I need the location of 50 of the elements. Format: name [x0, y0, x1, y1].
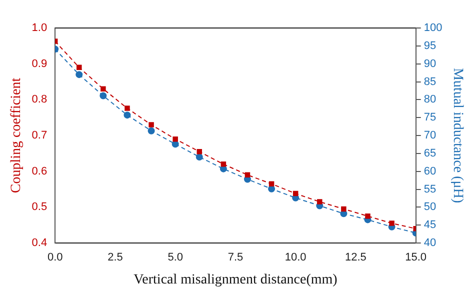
point [76, 64, 82, 70]
x-tick-label: 5.0 [168, 252, 183, 264]
y2-tick-label: 55 [424, 183, 436, 196]
point [100, 92, 107, 100]
x-tick-label: 15.0 [405, 252, 427, 264]
y-tick-label: 0.6 [32, 165, 48, 178]
x-tick-label: 0.0 [47, 252, 63, 264]
y2-tick-label: 50 [424, 201, 436, 214]
point [124, 106, 130, 111]
point [124, 112, 131, 119]
point [268, 181, 274, 186]
y-tick-label: 0.9 [32, 58, 48, 70]
y2-tick-label: 85 [424, 76, 436, 88]
point [317, 199, 322, 204]
point [196, 149, 202, 154]
x-tick-label: 2.5 [108, 252, 123, 264]
y2-tick-label: 75 [424, 112, 436, 124]
x-tick-label: 10.0 [284, 252, 306, 264]
y2-tick-label: 70 [424, 130, 436, 142]
y-tick-label: 0.5 [32, 201, 48, 214]
x-tick-label: 7.5 [228, 252, 244, 264]
point [220, 162, 226, 167]
point [100, 86, 106, 92]
point [196, 154, 203, 160]
point [172, 136, 178, 142]
y-tick-label: 1.0 [32, 22, 48, 34]
x-axis-title: Vertical misalignment distance(mm) [134, 272, 338, 288]
y2-tick-label: 90 [424, 58, 436, 70]
y-tick-label: 0.7 [32, 130, 48, 142]
y-tick-label: 0.4 [32, 237, 48, 250]
point [292, 190, 298, 196]
y2-tick-label: 40 [424, 237, 436, 250]
point [365, 214, 370, 219]
y2-tick-label: 100 [424, 22, 442, 34]
point [389, 220, 394, 226]
y-axis-title: Coupling coefficient [9, 78, 24, 194]
y2-tick-label: 60 [424, 165, 436, 178]
point [76, 71, 83, 78]
y2-tick-label: 65 [424, 147, 436, 160]
point [172, 140, 179, 148]
y2-axis-title: Mutual inductance (μH) [450, 68, 465, 204]
y2-tick-label: 80 [424, 94, 436, 106]
point [148, 122, 154, 128]
y-tick-label: 0.8 [32, 94, 48, 106]
point [244, 172, 250, 178]
point [148, 127, 155, 134]
y2-tick-label: 45 [424, 219, 436, 232]
point [341, 206, 346, 212]
y2-tick-label: 95 [424, 40, 436, 52]
x-tick-label: 12.5 [345, 252, 366, 264]
